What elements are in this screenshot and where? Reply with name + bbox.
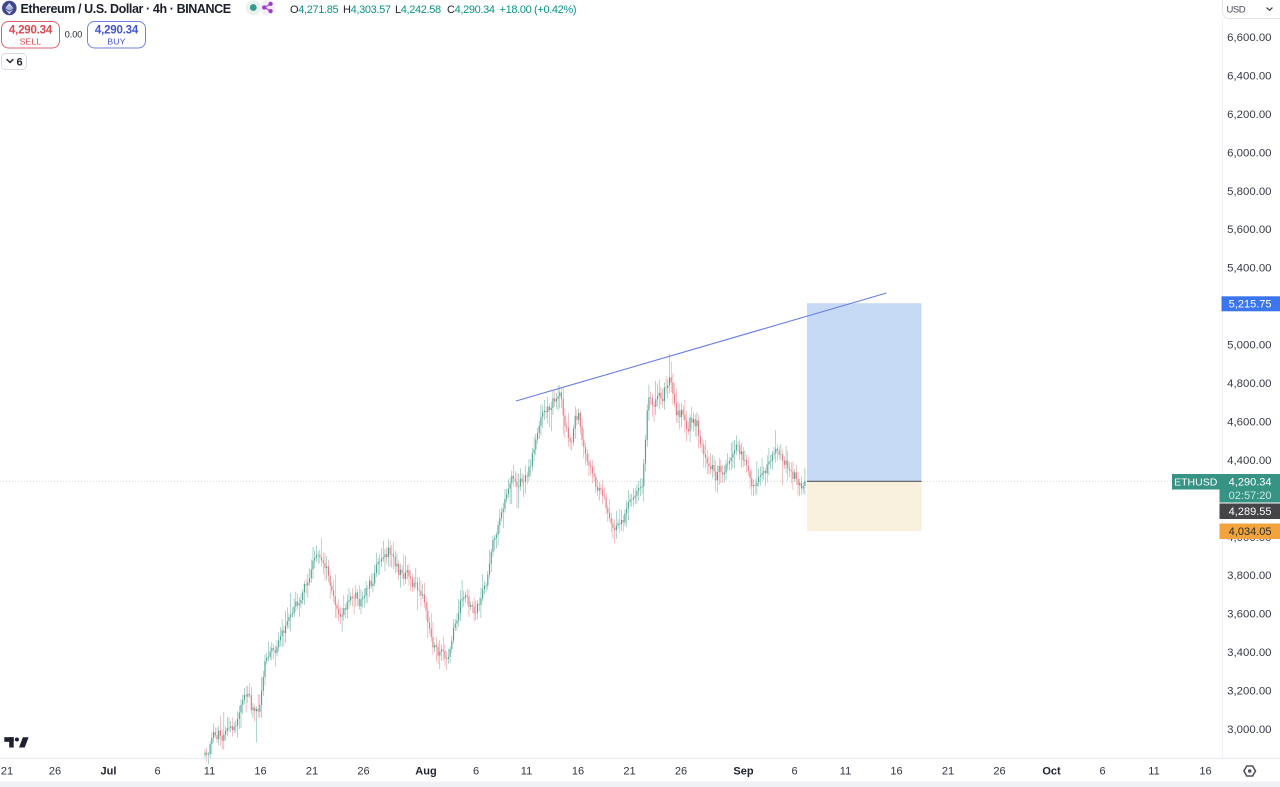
svg-text:O4,271.85: O4,271.85 (290, 4, 338, 16)
svg-text:3,400.00: 3,400.00 (1227, 647, 1271, 659)
svg-text:4,800.00: 4,800.00 (1227, 378, 1271, 390)
svg-text:3,200.00: 3,200.00 (1227, 686, 1271, 698)
svg-text:6,600.00: 6,600.00 (1227, 32, 1271, 44)
svg-text:+18.00 (+0.42%): +18.00 (+0.42%) (500, 4, 577, 16)
svg-text:C4,290.34: C4,290.34 (447, 4, 495, 16)
svg-text:26: 26 (993, 766, 1005, 778)
svg-text:26: 26 (357, 766, 369, 778)
svg-text:Ethereum / U.S. Dollar · 4h ·: Ethereum / U.S. Dollar · 4h · BINANCE (21, 2, 231, 16)
svg-text:6: 6 (16, 57, 22, 69)
svg-text:4,400.00: 4,400.00 (1227, 455, 1271, 467)
svg-text:BUY: BUY (107, 36, 125, 46)
svg-text:16: 16 (890, 766, 902, 778)
svg-text:4,600.00: 4,600.00 (1227, 416, 1271, 428)
svg-text:Oct: Oct (1042, 766, 1061, 778)
svg-text:11: 11 (840, 766, 851, 778)
svg-text:4,290.34: 4,290.34 (9, 25, 53, 37)
svg-text:21: 21 (623, 766, 635, 778)
svg-text:0.00: 0.00 (65, 29, 83, 39)
svg-text:3,600.00: 3,600.00 (1227, 609, 1271, 621)
svg-text:5,215.75: 5,215.75 (1229, 299, 1272, 311)
svg-text:4,034.05: 4,034.05 (1229, 526, 1272, 538)
svg-text:SELL: SELL (20, 36, 42, 46)
svg-text:H4,303.57: H4,303.57 (343, 4, 391, 16)
svg-text:Jul: Jul (101, 766, 117, 778)
svg-text:ETHUSD: ETHUSD (1174, 477, 1218, 489)
svg-text:6: 6 (1099, 766, 1105, 778)
svg-text:5,000.00: 5,000.00 (1227, 340, 1271, 352)
svg-text:3,000.00: 3,000.00 (1227, 724, 1271, 736)
svg-text:6: 6 (154, 766, 160, 778)
svg-text:5,600.00: 5,600.00 (1227, 224, 1271, 236)
svg-text:6,200.00: 6,200.00 (1227, 109, 1271, 121)
svg-text:5,800.00: 5,800.00 (1227, 186, 1271, 198)
svg-text:11: 11 (521, 766, 532, 778)
svg-text:4,289.55: 4,289.55 (1229, 506, 1272, 518)
svg-text:6: 6 (473, 766, 479, 778)
svg-text:16: 16 (1199, 766, 1211, 778)
svg-text:Aug: Aug (415, 766, 436, 778)
svg-text:6,400.00: 6,400.00 (1227, 70, 1271, 82)
svg-text:11: 11 (204, 766, 215, 778)
svg-text:21: 21 (1, 766, 13, 778)
svg-text:16: 16 (254, 766, 266, 778)
svg-text:4,290.34: 4,290.34 (1229, 477, 1272, 489)
svg-text:6,000.00: 6,000.00 (1227, 147, 1271, 159)
svg-text:26: 26 (675, 766, 687, 778)
svg-text:USD: USD (1227, 5, 1246, 16)
svg-text:16: 16 (572, 766, 584, 778)
svg-text:Sep: Sep (733, 766, 753, 778)
svg-text:21: 21 (942, 766, 954, 778)
svg-text:02:57:20: 02:57:20 (1229, 490, 1272, 502)
svg-text:4,290.34: 4,290.34 (95, 25, 139, 37)
svg-text:5,400.00: 5,400.00 (1227, 263, 1271, 275)
svg-text:21: 21 (306, 766, 318, 778)
svg-text:26: 26 (49, 766, 61, 778)
svg-text:6: 6 (791, 766, 797, 778)
svg-text:11: 11 (1148, 766, 1159, 778)
svg-text:3,800.00: 3,800.00 (1227, 570, 1271, 582)
svg-text:L4,242.58: L4,242.58 (395, 4, 441, 16)
